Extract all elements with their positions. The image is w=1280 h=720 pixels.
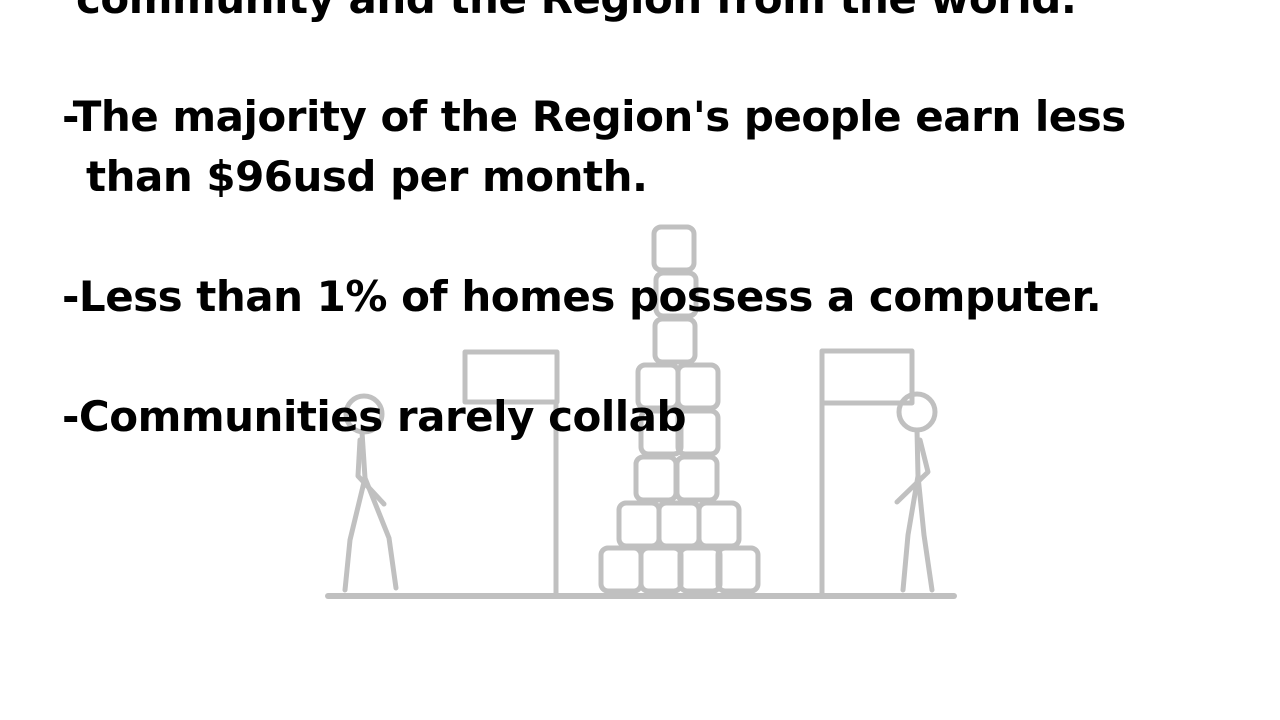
left-stick-figure-icon (342, 393, 399, 593)
right-stick-figure-icon (894, 391, 938, 593)
left-wall (462, 349, 560, 597)
text-line-community: community and the Region from the world. (76, 0, 1077, 24)
text-line-majority: -The majority of the Region's people ear… (62, 92, 1126, 141)
block-tower-icon (598, 224, 761, 594)
text-line-income: than $96usd per month. (86, 152, 648, 201)
text-line-collaboration: -Communities rarely collab (62, 392, 687, 441)
right-wall (819, 348, 915, 597)
text-line-computers: -Less than 1% of homes possess a compute… (62, 272, 1102, 321)
